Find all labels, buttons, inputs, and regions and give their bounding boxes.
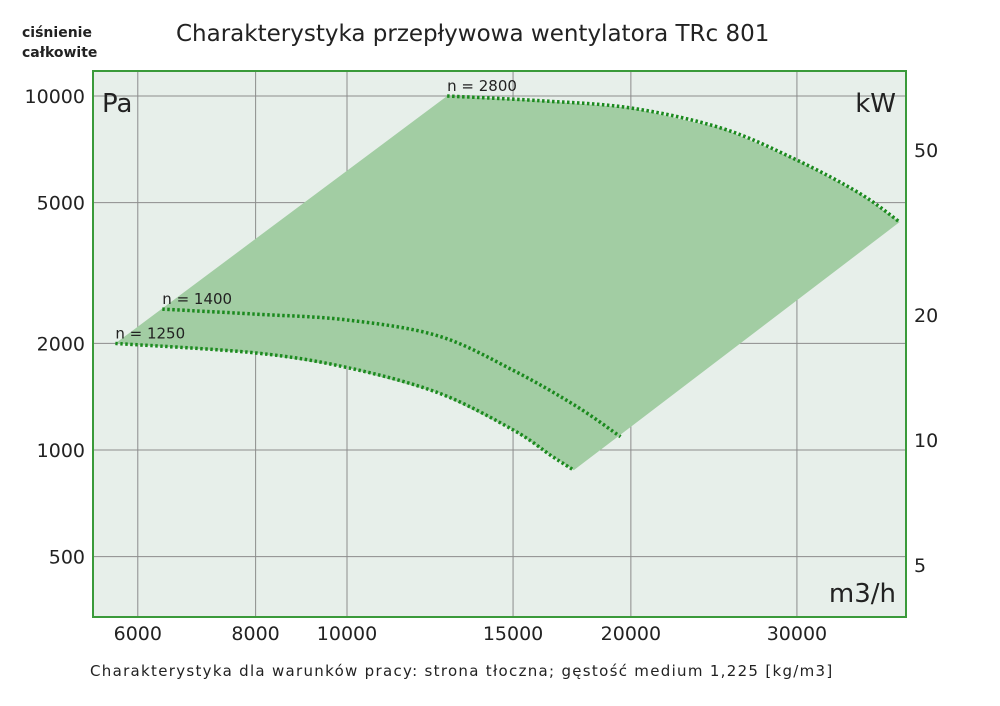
y-tick-label: 10000	[25, 86, 85, 108]
y2-tick-label: 50	[914, 140, 938, 162]
y-tick-label: 500	[49, 547, 85, 569]
y-unit-label: Pa	[102, 89, 132, 119]
y-axis-label-line1: ciśnienie	[22, 25, 92, 41]
y2-tick-label: 20	[914, 305, 938, 327]
footnote: Charakterystyka dla warunków pracy: stro…	[90, 662, 834, 680]
x-tick-label: 20000	[601, 623, 661, 645]
y2-tick-label: 10	[914, 430, 938, 452]
x-tick-label: 10000	[317, 623, 377, 645]
chart-title: Charakterystyka przepływowa wentylatora …	[176, 21, 769, 47]
curves: n = 2800 n = 1400 n = 1250	[115, 77, 901, 472]
y-tick-label: 5000	[37, 193, 85, 215]
curve-label: n = 1250	[115, 324, 185, 342]
curve-2800	[447, 94, 901, 224]
y-tick-label: 2000	[37, 333, 85, 355]
operating-region	[115, 96, 900, 471]
x-tick-label: 8000	[231, 623, 279, 645]
curve-label: n = 1400	[162, 290, 232, 308]
y2-unit-label: kW	[855, 89, 896, 119]
plot-frame	[92, 70, 907, 618]
curve-1250	[115, 341, 575, 472]
x-unit-label: m3/h	[829, 579, 896, 609]
x-tick-label: 15000	[483, 623, 543, 645]
y2-tick-label: 5	[914, 555, 926, 577]
curve-label: n = 2800	[447, 77, 517, 95]
y-axis-label-line2: całkowite	[22, 45, 97, 61]
y-tick-label: 1000	[37, 440, 85, 462]
x-tick-label: 6000	[114, 623, 162, 645]
x-tick-label: 30000	[767, 623, 827, 645]
